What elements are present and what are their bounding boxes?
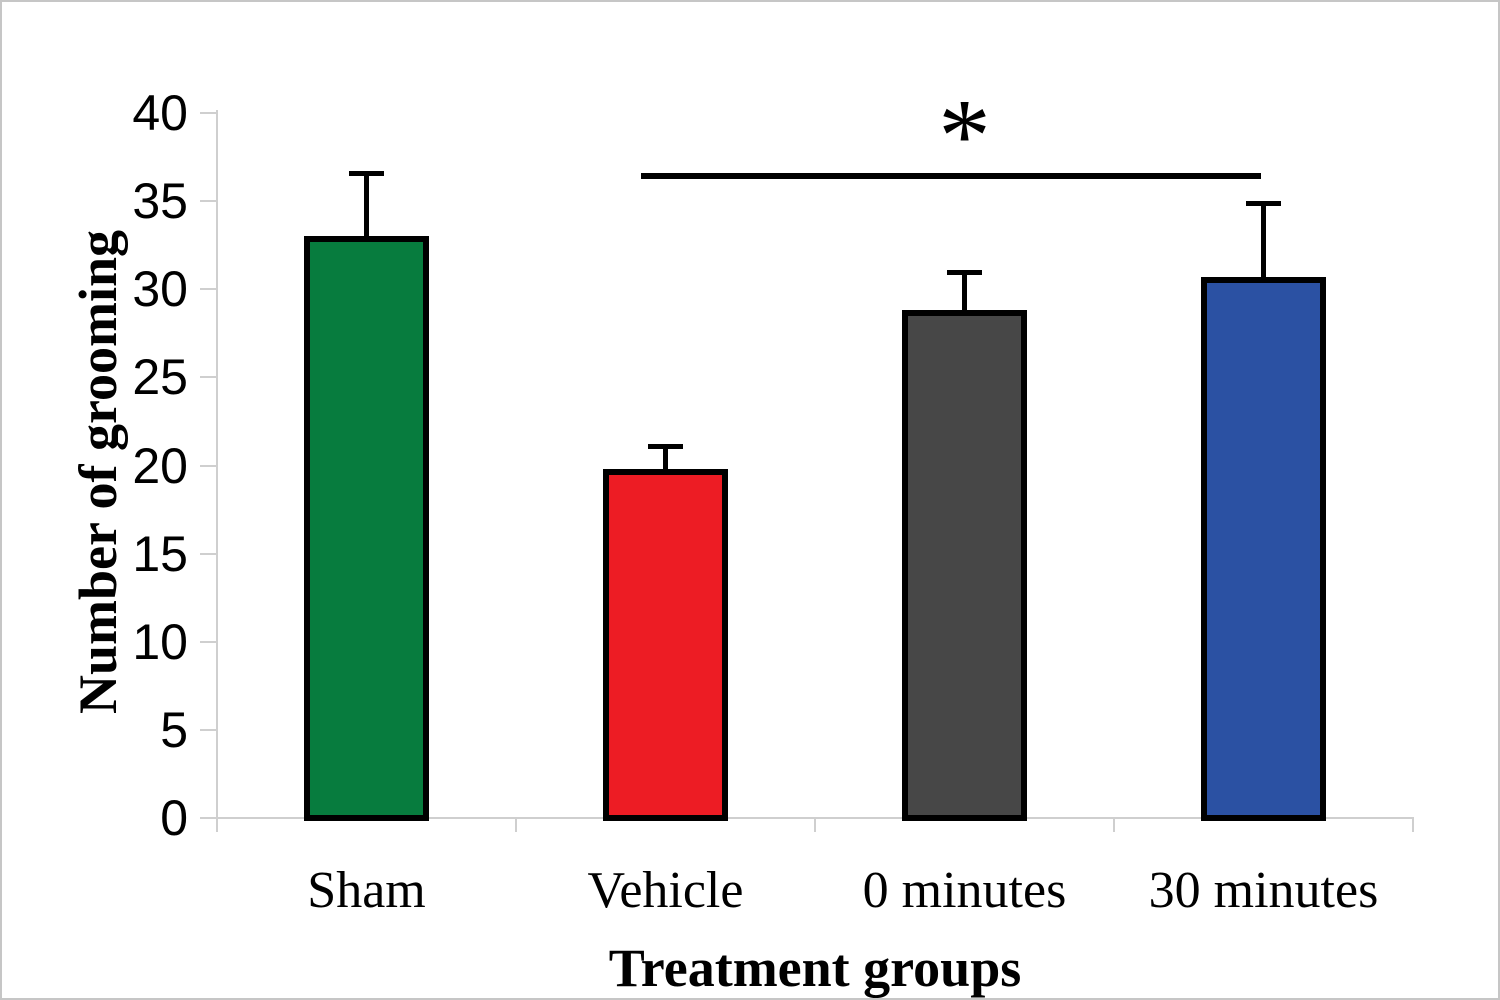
y-axis-tick-25 xyxy=(200,376,216,379)
y-tick-label-25: 25 xyxy=(132,349,188,406)
x-tick-label-vehicle: Vehicle xyxy=(587,862,744,919)
y-tick-label-40: 40 xyxy=(132,85,188,141)
x-tick-label-30-minutes: 30 minutes xyxy=(1148,862,1379,919)
bar-sham xyxy=(304,236,429,821)
y-tick-label-30: 30 xyxy=(132,261,188,318)
x-axis-tick-0 xyxy=(216,818,218,832)
y-axis-tick-20 xyxy=(200,464,216,467)
y-axis-tick-0 xyxy=(200,817,216,819)
bar-30-minutes xyxy=(1201,276,1326,821)
y-axis-tick-40 xyxy=(200,112,216,114)
significance-asterisk: * xyxy=(938,76,991,194)
y-axis-tick-15 xyxy=(200,552,216,555)
y-axis-line xyxy=(216,110,218,820)
error-bar-stem-30-minutes xyxy=(1261,201,1266,277)
y-axis-tick-35 xyxy=(200,200,216,203)
y-axis-tick-10 xyxy=(200,640,216,643)
error-bar-cap-vehicle xyxy=(648,444,683,450)
x-tick-label-0-minutes: 0 minutes xyxy=(862,862,1067,919)
error-bar-cap-0-minutes xyxy=(947,269,982,275)
x-axis-tick-3 xyxy=(1113,818,1115,832)
significance-line xyxy=(640,172,1261,179)
error-bar-stem-vehicle xyxy=(663,444,668,470)
error-bar-cap-30-minutes xyxy=(1246,201,1281,207)
y-tick-label-0: 0 xyxy=(160,790,188,846)
x-axis-tick-1 xyxy=(515,818,517,832)
x-axis-tick-2 xyxy=(814,818,816,832)
y-tick-label-35: 35 xyxy=(132,173,188,230)
y-axis-tick-30 xyxy=(200,288,216,291)
error-bar-stem-sham xyxy=(364,171,369,237)
bar-vehicle xyxy=(603,469,728,821)
y-axis-tick-5 xyxy=(200,728,216,731)
y-tick-label-15: 15 xyxy=(132,525,188,582)
y-tick-label-20: 20 xyxy=(132,437,188,494)
x-axis-title: Treatment groups xyxy=(608,938,1022,998)
x-tick-label-sham: Sham xyxy=(307,862,426,919)
error-bar-cap-sham xyxy=(349,171,384,177)
y-tick-label-5: 5 xyxy=(160,701,188,758)
y-tick-label-10: 10 xyxy=(132,613,188,670)
bar-0-minutes xyxy=(902,310,1027,821)
x-axis-tick-4 xyxy=(1412,818,1414,832)
error-bar-stem-0-minutes xyxy=(962,269,967,311)
